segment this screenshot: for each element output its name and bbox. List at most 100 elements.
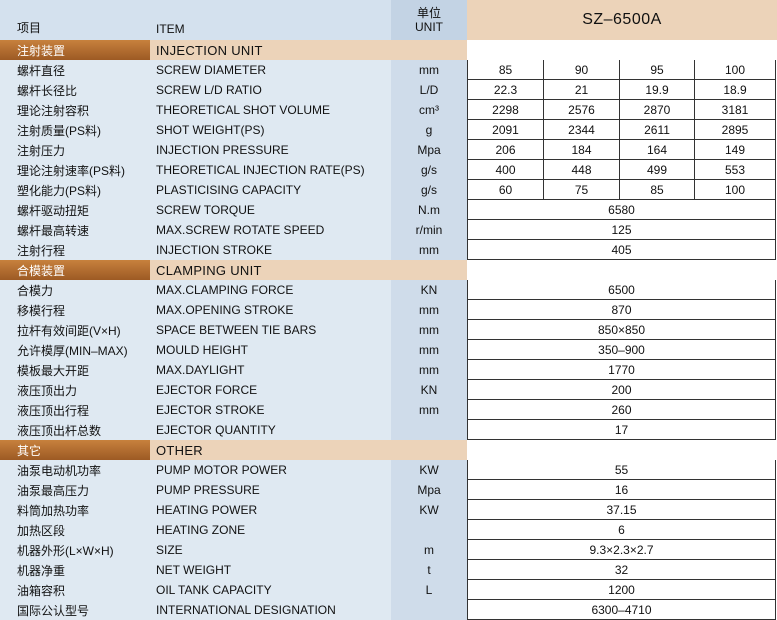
table-row: 螺杆驱动扭矩 SCREW TORQUE N.m 6580 [0,200,777,220]
table-row: 注射行程 INJECTION STROKE mm 405 [0,240,777,260]
row-unit: mm [391,240,467,260]
row-label-cn: 移模行程 [0,300,150,320]
table-row: 移模行程 MAX.OPENING STROKE mm 870 [0,300,777,320]
row-label-en: THEORETICAL SHOT VOLUME [150,100,391,120]
table-row: 液压顶出杆总数 EJECTOR QUANTITY 17 [0,420,777,440]
table-row: 液压顶出力 EJECTOR FORCE KN 200 [0,380,777,400]
section-header: 注射装置 INJECTION UNIT [0,40,777,60]
row-label-en: HEATING POWER [150,500,391,520]
row-unit: t [391,560,467,580]
row-label-en: SCREW L/D RATIO [150,80,391,100]
row-value: 200 [467,380,776,400]
row-value: 2344 [543,120,619,140]
table-row: 螺杆最高转速 MAX.SCREW ROTATE SPEED r/min 125 [0,220,777,240]
row-value: 6500 [467,280,776,300]
section-value-blank [467,40,777,60]
row-label-en: EJECTOR QUANTITY [150,420,391,440]
row-label-en: HEATING ZONE [150,520,391,540]
row-label-cn: 模板最大开距 [0,360,150,380]
row-value: 90 [543,60,619,80]
row-label-en: SHOT WEIGHT(PS) [150,120,391,140]
row-unit: Mpa [391,140,467,160]
header-item-en: ITEM [150,0,391,40]
table-row: 油箱容积 OIL TANK CAPACITY L 1200 [0,580,777,600]
row-value: 19.9 [619,80,694,100]
table-row: 加热区段 HEATING ZONE 6 [0,520,777,540]
row-unit: mm [391,400,467,420]
row-label-cn: 加热区段 [0,520,150,540]
row-unit: mm [391,320,467,340]
row-value: 18.9 [694,80,776,100]
row-value: 206 [467,140,543,160]
header-model: SZ–6500A [467,0,777,40]
table-row: 允许模厚(MIN–MAX) MOULD HEIGHT mm 350–900 [0,340,777,360]
row-unit [391,600,467,620]
row-value: 16 [467,480,776,500]
row-unit [391,420,467,440]
row-value: 1770 [467,360,776,380]
row-value: 553 [694,160,776,180]
row-unit: Mpa [391,480,467,500]
row-value: 2298 [467,100,543,120]
row-label-cn: 油泵电动机功率 [0,460,150,480]
header-unit: 单位 UNIT [391,0,467,40]
row-label-en: SCREW TORQUE [150,200,391,220]
row-unit: r/min [391,220,467,240]
row-unit: g [391,120,467,140]
row-value: 6300–4710 [467,600,776,620]
row-label-en: INTERNATIONAL DESIGNATION [150,600,391,620]
table-row: 塑化能力(PS料) PLASTICISING CAPACITY g/s 60 75 85 1… [0,180,777,200]
row-unit: KN [391,280,467,300]
row-label-cn: 机器净重 [0,560,150,580]
section-title-cn: 合模装置 [0,260,150,280]
row-label-cn: 机器外形(L×W×H) [0,540,150,560]
table-row: 注射压力 INJECTION PRESSURE Mpa 206 184 164 149 [0,140,777,160]
row-unit: cm³ [391,100,467,120]
row-value: 164 [619,140,694,160]
section-value-blank [467,440,777,460]
row-value: 95 [619,60,694,80]
table-row: 理论注射容积 THEORETICAL SHOT VOLUME cm³ 2298 2576… [0,100,777,120]
row-label-en: INJECTION STROKE [150,240,391,260]
row-label-cn: 液压顶出杆总数 [0,420,150,440]
row-label-en: SPACE BETWEEN TIE BARS [150,320,391,340]
row-label-en: SIZE [150,540,391,560]
row-unit: KW [391,500,467,520]
row-value: 3181 [694,100,776,120]
row-label-cn: 理论注射容积 [0,100,150,120]
section-unit-blank [391,260,467,280]
row-label-cn: 国际公认型号 [0,600,150,620]
row-label-en: PUMP PRESSURE [150,480,391,500]
table-row: 液压顶出行程 EJECTOR STROKE mm 260 [0,400,777,420]
row-value: 850×850 [467,320,776,340]
row-label-en: OIL TANK CAPACITY [150,580,391,600]
row-value: 85 [467,60,543,80]
row-value: 499 [619,160,694,180]
row-label-cn: 理论注射速率(PS料) [0,160,150,180]
section-title-en: OTHER [150,440,391,460]
row-label-cn: 注射质量(PS料) [0,120,150,140]
row-value: 100 [694,180,776,200]
table-row: 理论注射速率(PS料) THEORETICAL INJECTION RATE(PS… [0,160,777,180]
section-title-cn: 注射装置 [0,40,150,60]
row-value: 21 [543,80,619,100]
header-item-cn: 项目 [0,0,150,40]
row-value: 17 [467,420,776,440]
row-unit: L [391,580,467,600]
table-row: 国际公认型号 INTERNATIONAL DESIGNATION 6300–4710 [0,600,777,620]
row-unit: N.m [391,200,467,220]
row-label-cn: 螺杆直径 [0,60,150,80]
section-unit-blank [391,40,467,60]
section-header: 其它 OTHER [0,440,777,460]
row-label-cn: 螺杆驱动扭矩 [0,200,150,220]
row-value: 55 [467,460,776,480]
row-unit: mm [391,300,467,320]
row-value: 37.15 [467,500,776,520]
table-row: 油泵电动机功率 PUMP MOTOR POWER KW 55 [0,460,777,480]
row-value: 2895 [694,120,776,140]
header-unit-en: UNIT [415,20,443,34]
row-unit: g/s [391,160,467,180]
row-value: 6 [467,520,776,540]
row-label-en: EJECTOR FORCE [150,380,391,400]
